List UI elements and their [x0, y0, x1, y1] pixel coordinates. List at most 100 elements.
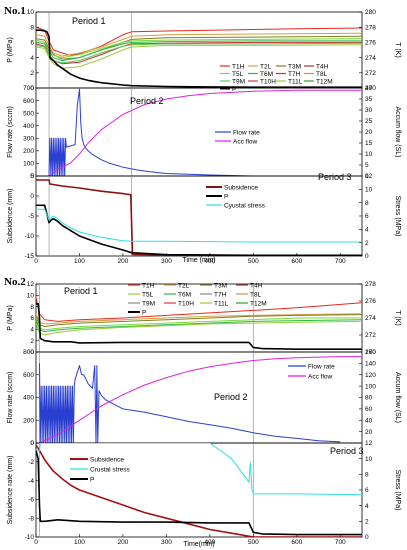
legend-label: T12M	[316, 78, 333, 85]
tick-label-right: 278	[365, 24, 376, 31]
tick-label-left: 2	[30, 70, 34, 77]
tick-label-right: 80	[365, 395, 373, 402]
legend-label: P	[142, 309, 146, 316]
tick-label-left: -6	[28, 497, 34, 504]
tick-label-right: 4	[365, 227, 369, 234]
legend-label: T2L	[260, 63, 272, 70]
x-tick-label: 400	[204, 258, 215, 265]
tick-label-right: 274	[365, 55, 376, 62]
tick-label-right: 4	[365, 503, 369, 510]
tick-label-left: 0	[30, 193, 34, 200]
legend-label: P	[90, 476, 94, 483]
series-line-p	[36, 29, 362, 88]
legend-label: T1H	[232, 63, 245, 70]
x-tick-label: 100	[74, 539, 85, 546]
series-group	[36, 443, 362, 537]
legend-label: T4H	[250, 282, 263, 289]
legend-label: T6M	[178, 291, 191, 298]
y-axis-label-left: Flow rate (sccm)	[7, 106, 14, 158]
tick-label-left: 200	[23, 417, 34, 424]
tick-label-right: 30	[365, 107, 373, 114]
legend-label: T9M	[232, 78, 245, 85]
y-axis-label-left: Subsidence rate (mm)	[7, 456, 14, 525]
series-line-t1h	[36, 26, 362, 56]
legend: Subsidence Crustal stress P	[70, 456, 130, 483]
legend-label: Flow rate	[308, 363, 335, 370]
legend-label: Crustal stress	[90, 466, 130, 473]
x-tick-label: 600	[291, 539, 302, 546]
tick-label-right: 12	[365, 173, 373, 180]
tick-label-left: 600	[23, 372, 34, 379]
tick-label-left: 2	[30, 338, 34, 345]
series-line-acc-flow	[48, 89, 362, 176]
subplot-gas-flow: 01002003004005006007000510152025303540Fl…	[7, 85, 401, 180]
legend-label: T1H	[142, 282, 155, 289]
tick-label-left: 6	[30, 40, 34, 47]
tick-label-right: 160	[365, 349, 376, 356]
series-line-t2l	[36, 32, 362, 57]
tick-label-right: 100	[365, 383, 376, 390]
series-line-crustal-stress	[36, 443, 362, 496]
series-line-t5l	[36, 317, 362, 331]
legend-label: T10H	[260, 78, 276, 85]
legend-label: Subsidence	[90, 456, 124, 463]
series-line-t11l	[36, 44, 362, 69]
tick-label-right: 2	[365, 519, 369, 526]
x-tick-label: 200	[118, 258, 129, 265]
tick-label-left: 0	[30, 440, 34, 447]
tick-label-right: 2	[365, 240, 369, 247]
period-label-3: Period 3	[318, 172, 352, 182]
tick-label-left: 300	[23, 135, 34, 142]
tick-label-left: -15	[25, 253, 35, 260]
x-tick-label: 0	[34, 539, 38, 546]
y-axis-label-left: Subsidence (mm)	[7, 189, 14, 244]
legend-label: T5L	[232, 71, 244, 78]
tick-label-left: 400	[23, 395, 34, 402]
legend-label: Cyustal stress	[224, 202, 266, 209]
tick-label-right: 25	[365, 118, 373, 125]
x-tick-label: 200	[118, 539, 129, 546]
period-label-2: Period 2	[214, 392, 248, 402]
tick-label-right: 20	[365, 129, 373, 136]
y-axis-label-right: Stress (MPa)	[394, 470, 401, 511]
tick-label-left: 4	[30, 327, 34, 334]
series-line-subsidence	[36, 179, 362, 256]
legend-label: T10H	[178, 300, 194, 307]
tick-label-left: 600	[23, 98, 34, 105]
tick-label-left: 800	[23, 349, 34, 356]
tick-label-left: 0	[30, 440, 34, 447]
tick-label-left: 10	[27, 9, 35, 16]
tick-label-left: 12	[27, 281, 35, 288]
series-group	[39, 356, 362, 443]
legend-label: T2L	[178, 282, 190, 289]
legend-label: Acc flow	[233, 138, 258, 145]
tick-label-left: 0	[30, 173, 34, 180]
x-tick-label: 500	[248, 258, 259, 265]
series-line-t11l	[36, 320, 362, 336]
series-line-t9m	[36, 42, 362, 64]
panel-label: No.2	[4, 276, 26, 288]
y-axis-label-left: Flow rate (sccm)	[7, 372, 14, 424]
tick-label-right: 272	[365, 332, 376, 339]
subplot-subsidence-stress: -10 -8 -6 -4 -2 0 0 2 4 6 8 10 12 Subsidence rate (mm…	[7, 440, 401, 541]
tick-label-right: 0	[365, 173, 369, 180]
tick-label-right: 15	[365, 140, 373, 147]
tick-label-right: 272	[365, 70, 376, 77]
tick-label-right: 40	[365, 417, 373, 424]
tick-label-right: 8	[365, 200, 369, 207]
tick-label-left: -4	[28, 478, 34, 485]
series-line-t3m	[36, 314, 362, 327]
x-tick-label: 400	[204, 539, 215, 546]
tick-label-right: 10	[365, 187, 373, 194]
series-line-t6m	[36, 319, 362, 333]
tick-label-right: 5	[365, 162, 369, 169]
tick-label-right: 35	[365, 96, 373, 103]
period-label-1: Period 1	[72, 16, 106, 26]
legend-label: T11L	[288, 78, 303, 85]
y-axis-label-right: Accum flow (SL)	[394, 372, 401, 423]
tick-label-left: 4	[30, 55, 34, 62]
legend-label: T7H	[288, 71, 301, 78]
legend-label: P	[224, 193, 228, 200]
